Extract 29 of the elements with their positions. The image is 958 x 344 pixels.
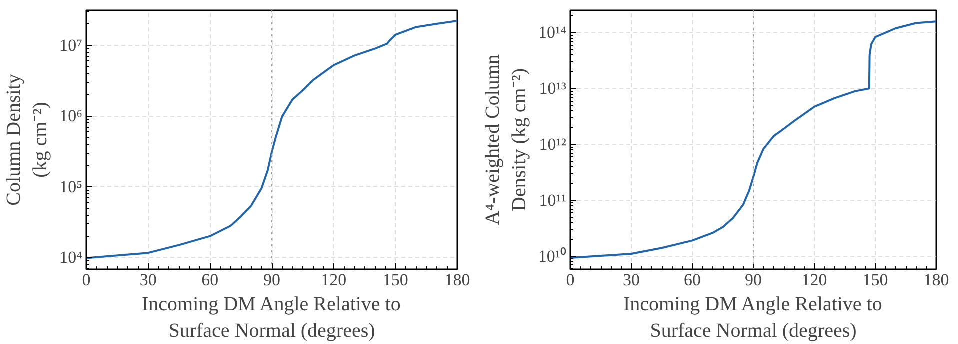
line-series [570,20,936,260]
y-tick-label: 10⁶ [60,106,83,126]
line-series [86,20,458,260]
y-tick-label: 10¹³ [539,79,567,98]
x-tick-label: 90 [745,270,762,290]
y-tick-label: 10⁵ [60,177,83,196]
x-tick-label: 60 [202,270,219,290]
x-tick-label: 180 [444,270,470,290]
x-tick-label: 180 [924,270,950,290]
x-tick-label: 150 [862,270,888,290]
x-tick-label: 150 [382,270,408,290]
x-axis-title: Incoming DM Angle Relative to Surface Normal (degrees) [142,294,401,342]
x-tick-label: 60 [684,270,701,290]
x-tick-label: 0 [566,270,575,290]
x-tick-label: 0 [82,270,91,290]
y-axis-title: A⁴-weighted Column Density (kg cm⁻²) [482,54,530,226]
y-tick-label: 10¹¹ [539,190,567,210]
x-tick-label: 90 [264,270,280,290]
y-tick-label: 10¹⁰ [538,246,567,266]
x-axis-title: Incoming DM Angle Relative to Surface Normal (degrees) [624,294,882,342]
y-tick-label: 10¹² [539,135,567,154]
y-tick-label: 10¹⁴ [538,23,567,42]
y-tick-label: 10⁴ [60,248,83,268]
y-tick-label: 10⁷ [60,36,83,55]
x-tick-label: 30 [140,270,157,290]
x-tick-label: 120 [321,270,347,290]
x-tick-label: 30 [623,270,640,290]
y-axis-title: Column Density (kg cm⁻²) [3,74,52,206]
x-tick-label: 120 [802,270,828,290]
